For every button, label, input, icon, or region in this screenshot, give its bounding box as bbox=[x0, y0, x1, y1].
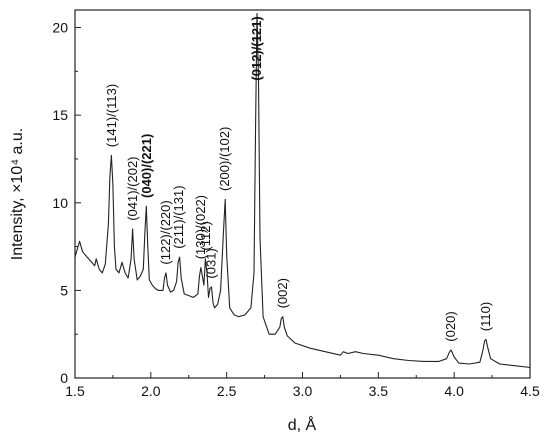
peak-label: (002) bbox=[275, 278, 290, 308]
x-tick-label: 4.5 bbox=[520, 383, 540, 399]
peak-label: (040)/(221) bbox=[139, 134, 154, 198]
y-tick-label: 20 bbox=[52, 20, 68, 36]
x-tick-label: 3.5 bbox=[369, 383, 389, 399]
y-axis-title: Intensity, ×10⁴ a.u. bbox=[9, 128, 26, 260]
peak-label: (110) bbox=[478, 302, 493, 331]
y-tick-label: 5 bbox=[60, 282, 68, 298]
peak-label: (141)/(113) bbox=[104, 84, 119, 147]
peak-label: (211)/(131) bbox=[171, 185, 186, 248]
peak-label: (020) bbox=[443, 311, 458, 341]
y-axis-ticks: 0 5 10 15 20 bbox=[52, 20, 81, 386]
x-tick-label: 2.5 bbox=[217, 383, 237, 399]
peak-label: (130)/(022) bbox=[193, 195, 208, 259]
peak-label: (112) bbox=[198, 221, 213, 250]
x-tick-label: 2.0 bbox=[141, 383, 161, 399]
x-tick-label: 1.5 bbox=[65, 383, 85, 399]
y-tick-label: 15 bbox=[52, 107, 68, 123]
y-tick-label: 0 bbox=[60, 370, 68, 386]
x-axis-title: d, Å bbox=[288, 415, 317, 434]
peak-label: (200)/(102) bbox=[217, 127, 232, 191]
series-line-0 bbox=[74, 12, 531, 369]
peak-label: (041)/(202) bbox=[125, 156, 140, 220]
peak-label: (031) bbox=[204, 248, 219, 278]
x-tick-label: 3.0 bbox=[293, 383, 313, 399]
y-tick-label: 10 bbox=[52, 195, 68, 211]
peak-annotations: (141)/(113) (041)/(202) (040)/(221) (122)/(… bbox=[104, 16, 493, 341]
series-layer bbox=[74, 12, 531, 369]
x-axis-ticks: 1.5 2.0 2.5 3.0 3.5 4.0 4.5 bbox=[65, 372, 540, 399]
x-tick-label: 4.0 bbox=[444, 383, 464, 399]
peak-label: (012)/(121) bbox=[249, 16, 264, 80]
peak-label: (122)/(220) bbox=[158, 200, 173, 264]
